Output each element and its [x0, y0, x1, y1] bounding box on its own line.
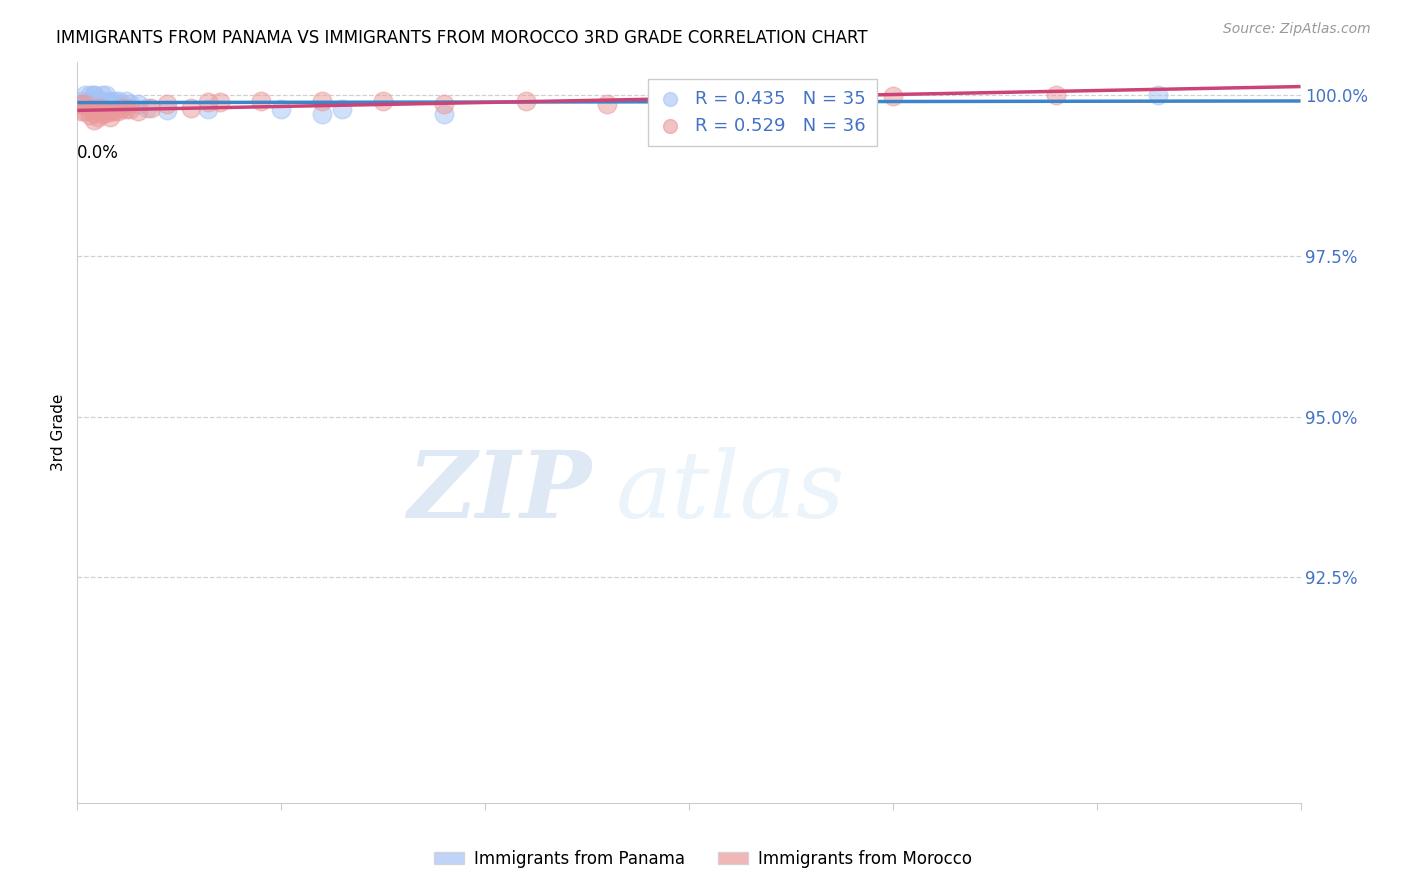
Point — [107, 103, 129, 118]
Point — [98, 94, 121, 108]
Point — [127, 103, 149, 118]
Point — [90, 107, 112, 121]
Point — [79, 108, 101, 122]
Point — [208, 95, 231, 110]
Point — [94, 87, 117, 102]
Point — [79, 87, 101, 102]
Point — [98, 97, 121, 112]
Text: IMMIGRANTS FROM PANAMA VS IMMIGRANTS FROM MOROCCO 3RD GRADE CORRELATION CHART: IMMIGRANTS FROM PANAMA VS IMMIGRANTS FRO… — [56, 29, 868, 46]
Point — [107, 97, 129, 112]
Text: atlas: atlas — [616, 447, 845, 537]
Point — [103, 103, 125, 118]
Point — [103, 94, 125, 108]
Text: 0.0%: 0.0% — [77, 144, 120, 161]
Point — [70, 94, 93, 108]
Point — [332, 102, 354, 116]
Point — [87, 94, 110, 108]
Point — [83, 87, 105, 102]
Point — [107, 94, 129, 108]
Text: ZIP: ZIP — [406, 447, 591, 537]
Point — [83, 113, 105, 128]
Point — [1147, 87, 1170, 102]
Point — [75, 97, 97, 112]
Point — [98, 110, 121, 124]
Point — [139, 101, 162, 115]
Point — [127, 97, 149, 112]
Point — [270, 102, 292, 116]
Point — [111, 101, 134, 115]
Point — [135, 101, 157, 115]
Y-axis label: 3rd Grade: 3rd Grade — [51, 394, 66, 471]
Point — [115, 94, 138, 108]
Point — [882, 89, 904, 103]
Point — [103, 97, 125, 112]
Point — [115, 102, 138, 116]
Point — [197, 102, 219, 116]
Point — [433, 107, 456, 121]
Point — [250, 94, 273, 108]
Point — [87, 110, 110, 124]
Point — [90, 97, 112, 112]
Point — [90, 102, 112, 116]
Point — [83, 105, 105, 120]
Point — [120, 102, 142, 116]
Point — [180, 101, 202, 115]
Point — [433, 97, 456, 112]
Point — [1045, 87, 1067, 102]
Point — [98, 103, 121, 118]
Point — [311, 94, 333, 108]
Point — [87, 103, 110, 118]
Point — [75, 87, 97, 102]
Point — [87, 94, 110, 108]
Legend: R = 0.435   N = 35, R = 0.529   N = 36: R = 0.435 N = 35, R = 0.529 N = 36 — [648, 78, 876, 145]
Point — [83, 97, 105, 112]
Legend: Immigrants from Panama, Immigrants from Morocco: Immigrants from Panama, Immigrants from … — [427, 844, 979, 875]
Point — [371, 94, 394, 108]
Point — [87, 97, 110, 112]
Point — [70, 103, 93, 118]
Point — [111, 97, 134, 112]
Point — [120, 97, 142, 112]
Point — [699, 87, 721, 102]
Point — [515, 94, 537, 108]
Point — [156, 103, 179, 117]
Text: Source: ZipAtlas.com: Source: ZipAtlas.com — [1223, 22, 1371, 37]
Point — [70, 97, 93, 112]
Point — [94, 105, 117, 120]
Point — [70, 97, 93, 112]
Point — [90, 87, 112, 102]
Point — [94, 97, 117, 112]
Point — [79, 94, 101, 108]
Point — [699, 87, 721, 102]
Point — [75, 103, 97, 118]
Point — [156, 97, 179, 112]
Point — [87, 101, 110, 115]
Point — [79, 102, 101, 116]
Point — [90, 94, 112, 108]
Point — [197, 95, 219, 110]
Point — [596, 97, 619, 112]
Point — [311, 107, 333, 121]
Point — [83, 87, 105, 102]
